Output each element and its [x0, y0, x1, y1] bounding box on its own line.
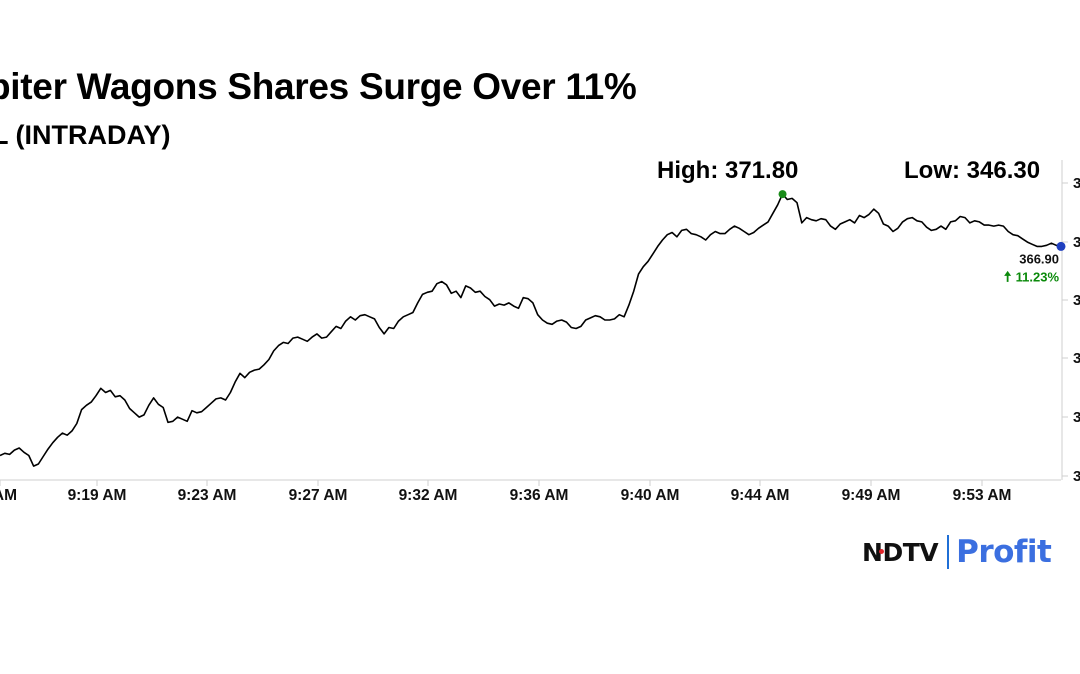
- high-point-marker: [778, 190, 787, 199]
- x-axis: AM 9:19 AM 9:23 AM 9:27 AM 9:32 AM 9:36 AM 9:4…: [0, 479, 1061, 504]
- x-tick-label: 9:27 AM: [289, 487, 348, 504]
- price-series-line: [0, 193, 1062, 467]
- y-tick-label: 3: [1073, 409, 1080, 426]
- x-tick-label: 9:53 AM: [953, 487, 1012, 504]
- chart-title: piter Wagons Shares Surge Over 11%: [0, 66, 637, 107]
- last-point-marker: [1056, 241, 1066, 251]
- ndtv-profit-logo: ND TV Profit: [862, 532, 1052, 572]
- x-tick-label: 9:23 AM: [178, 487, 237, 504]
- y-tick-label: 3: [1073, 175, 1080, 192]
- profit-logo-icon: Profit: [956, 534, 1052, 570]
- x-tick-label: 9:40 AM: [621, 487, 680, 504]
- x-tick-label: 9:49 AM: [842, 487, 901, 504]
- x-tick-label: 9:19 AM: [68, 487, 127, 504]
- ndtv-logo-icon: ND TV: [862, 537, 939, 567]
- low-stat: Low: 346.30: [904, 157, 1041, 184]
- chart-subtitle: L (INTRADAY): [0, 120, 171, 150]
- change-percent-label: 11.23%: [1016, 269, 1060, 284]
- x-tick-label: 9:32 AM: [399, 487, 458, 504]
- series-layer: [0, 193, 1062, 467]
- x-tick-label: 9:44 AM: [731, 487, 790, 504]
- y-axis: 3 3 3 3 3 3: [1061, 160, 1080, 485]
- up-arrow-icon: [1004, 270, 1012, 282]
- y-tick-label: 3: [1073, 292, 1080, 309]
- last-price-label: 366.90: [1019, 251, 1059, 266]
- x-tick-label: AM: [0, 487, 17, 504]
- y-tick-label: 3: [1073, 350, 1080, 367]
- high-stat: High: 371.80: [657, 157, 799, 184]
- y-tick-label: 3: [1073, 234, 1080, 251]
- logo-divider: [947, 535, 950, 569]
- x-tick-label: 9:36 AM: [510, 487, 569, 504]
- y-tick-label: 3: [1073, 468, 1080, 485]
- marker-layer: 366.90 11.23%: [778, 190, 1066, 284]
